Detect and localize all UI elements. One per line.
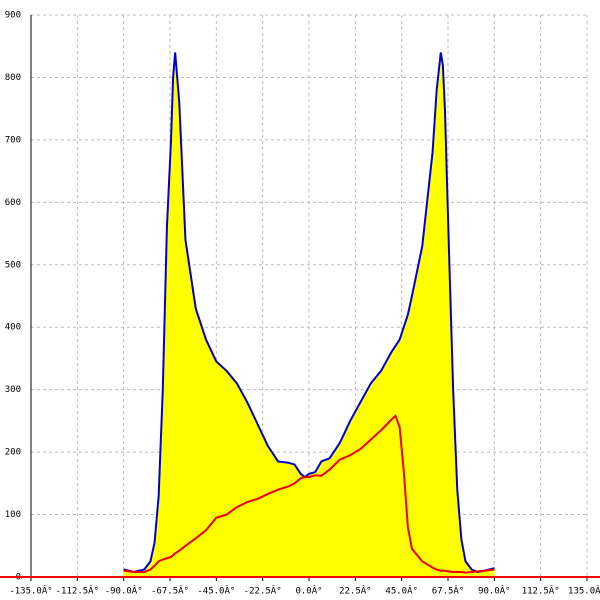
y-tick-label: 900: [5, 11, 21, 21]
y-tick-label: 500: [5, 260, 21, 270]
y-tick-label: 100: [5, 510, 21, 520]
y-tick-label: 600: [5, 198, 21, 208]
x-tick-label: -112.5Â°: [56, 585, 99, 597]
x-tick-label: -22.5Â°: [244, 585, 282, 597]
x-tick-label: 45.0Â°: [385, 585, 418, 597]
x-tick-label: -45.0Â°: [197, 585, 235, 597]
line: [123, 414, 495, 574]
line: [123, 52, 495, 574]
x-tick-label: 22.5Â°: [339, 585, 372, 597]
x-tick-label: -135.0Â°: [9, 585, 52, 597]
x-tick-label: 67.5Â°: [432, 585, 465, 597]
x-tick-label: 90.0Â°: [478, 585, 511, 597]
y-tick-label: 200: [5, 448, 21, 458]
y-tick-label: 300: [5, 385, 21, 395]
x-tick-label: 135.0Â°: [568, 585, 600, 597]
y-tick-label: 400: [5, 323, 21, 333]
x-tick-label: -90.0Â°: [105, 585, 143, 597]
x-tick-label: 0.0Â°: [295, 585, 322, 597]
y-tick-label: 700: [5, 135, 21, 145]
y-tick-label: 800: [5, 73, 21, 83]
x-tick-label: -67.5Â°: [151, 585, 189, 597]
x-tick-label: 112.5Â°: [522, 585, 560, 597]
